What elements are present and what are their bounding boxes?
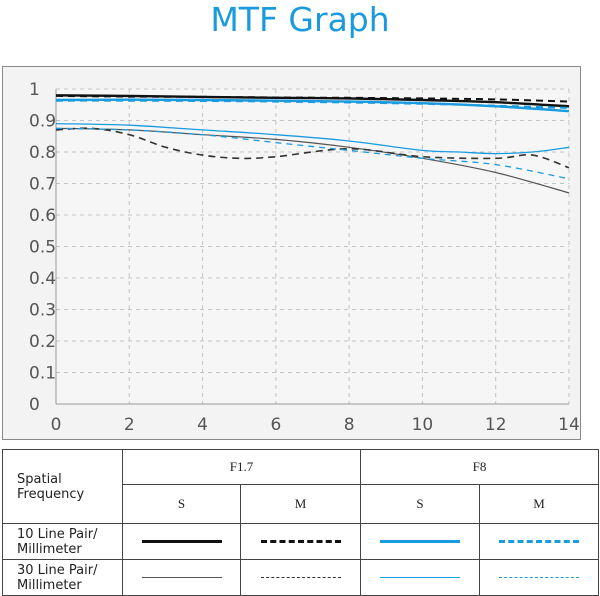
row-10-line1: 10 Line Pair/: [17, 526, 98, 542]
f8-s-header: S: [360, 484, 481, 524]
f17-header: F1.7: [121, 449, 362, 485]
spatial-label: Spatial: [17, 471, 62, 487]
x-tick-label: 4: [197, 415, 208, 435]
row-30-lp-label: 30 Line Pair/ Millimeter: [2, 559, 123, 596]
y-tick-label: 0.7: [29, 175, 56, 195]
f8-header: F8: [360, 449, 600, 485]
legend-f17-m-10: [239, 523, 362, 560]
row-10-line2: Millimeter: [17, 541, 82, 557]
legend-f17-s-30: [122, 559, 241, 596]
row-30-line1: 30 Line Pair/: [17, 562, 98, 578]
chart-title: MTF Graph: [210, 0, 390, 39]
f17-s-header: S: [122, 484, 241, 524]
y-tick-label: 0.4: [29, 269, 56, 289]
y-tick-label: 1: [29, 80, 40, 100]
x-tick-label: 8: [344, 415, 355, 435]
legend-table: Spatial Frequency F1.7 F8 S M S M 10 Lin…: [2, 449, 600, 596]
x-tick-label: 10: [412, 415, 434, 435]
frequency-label: Frequency: [17, 486, 85, 502]
legend-f8-m-10: [479, 523, 600, 560]
series-line-6: [55, 127, 570, 169]
y-tick-label: 0.6: [29, 206, 56, 226]
y-tick-label: 0: [29, 395, 40, 415]
series-line-2: [55, 94, 570, 103]
x-tick-label: 0: [51, 415, 62, 435]
x-tick-label: 14: [558, 415, 580, 435]
mtf-chart: 0 2 4 6 8 10 12 14 0 0.1 0.2 0.3 0.4 0.5 0.6 0.7 0.8 0.9 1: [29, 80, 580, 435]
x-tick-label: 2: [124, 415, 135, 435]
y-tick-label: 0.9: [29, 112, 56, 132]
f17-m-header: M: [239, 484, 362, 524]
y-tick-label: 0.1: [29, 364, 56, 384]
y-tick-label: 0.5: [29, 238, 56, 258]
x-tick-label: 6: [270, 415, 281, 435]
chart-frame: 0 2 4 6 8 10 12 14 0 0.1 0.2 0.3 0.4 0.5 0.6 0.7 0.8 0.9 1: [2, 66, 581, 440]
row-30-line2: Millimeter: [17, 577, 82, 593]
y-tick-label: 0.3: [29, 301, 56, 321]
y-tick-label: 0.8: [29, 143, 56, 163]
legend-f8-s-30: [360, 559, 481, 596]
legend-f17-s-10: [122, 523, 241, 560]
row-10-lp-label: 10 Line Pair/ Millimeter: [2, 523, 123, 560]
y-tick-label: 0.2: [29, 332, 56, 352]
spatial-frequency-header: Spatial Frequency: [2, 449, 123, 524]
legend-f8-s-10: [360, 523, 481, 560]
x-tick-label: 12: [485, 415, 507, 435]
legend-f17-m-30: [239, 559, 362, 596]
series-line-7: [55, 122, 570, 155]
series-line-4: [55, 99, 570, 109]
series-line-8: [55, 127, 570, 180]
f8-m-header: M: [479, 484, 600, 524]
legend-f8-m-30: [479, 559, 600, 596]
